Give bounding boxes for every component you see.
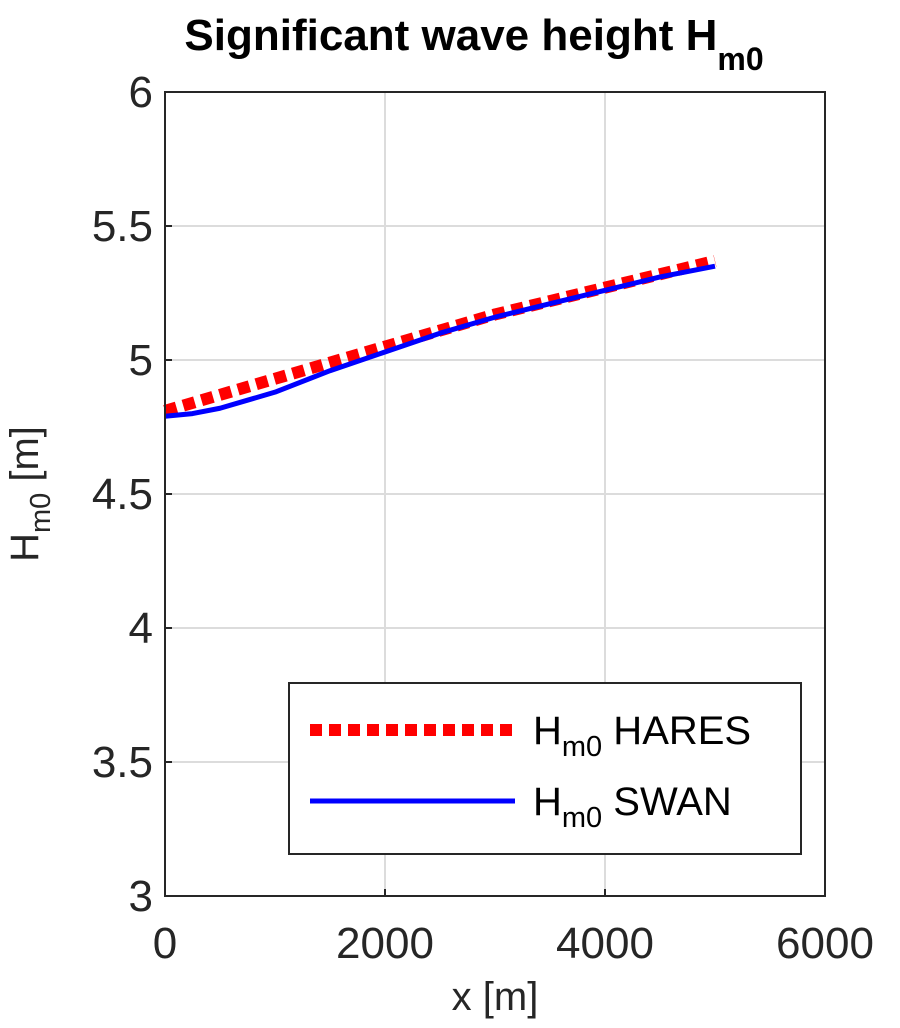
- chart-title: Significant wave height Hm0: [184, 11, 763, 77]
- y-axis-label-main: H: [3, 533, 47, 562]
- y-axis-label-subscript: m0: [25, 493, 57, 533]
- legend-box: [288, 682, 802, 855]
- y-tick-label: 5.5: [92, 202, 153, 251]
- legend-label-swan-subscript: m0: [562, 802, 602, 834]
- series-line-1: [164, 263, 716, 419]
- y-tick-label: 3.5: [92, 738, 153, 787]
- series-layer: [163, 255, 717, 419]
- legend-label-hares-subscript: m0: [562, 731, 602, 763]
- x-axis-label: x [m]: [452, 975, 539, 1019]
- y-tick-labels: 3 3.5 4 4.5 5 5.5 6: [92, 68, 172, 921]
- legend-label-swan-suffix: SWAN: [602, 780, 732, 824]
- legend: Hm0 HARES Hm0 SWAN: [288, 682, 802, 855]
- y-axis-label-unit: [m]: [3, 426, 47, 493]
- y-tick-label: 6: [129, 68, 153, 117]
- legend-label-hares-main: H: [533, 709, 562, 753]
- x-tick-label: 4000: [556, 919, 654, 968]
- y-tick-label: 4: [129, 604, 153, 653]
- legend-label-hares: Hm0 HARES: [533, 709, 751, 763]
- legend-label-swan-main: H: [533, 780, 562, 824]
- chart-title-subscript: m0: [717, 41, 763, 77]
- x-tick-label: 2000: [336, 919, 434, 968]
- y-tick-label: 5: [129, 336, 153, 385]
- chart-title-main: Significant wave height H: [184, 11, 717, 60]
- x-tick-labels: 0 2000 4000 6000: [153, 889, 874, 968]
- y-tick-label: 4.5: [92, 470, 153, 519]
- series-line-0: [163, 255, 717, 417]
- legend-label-hares-suffix: HARES: [602, 709, 751, 753]
- legend-label-swan: Hm0 SWAN: [533, 780, 732, 834]
- y-axis-label: Hm0 [m]: [3, 426, 57, 562]
- x-tick-label: 6000: [776, 919, 874, 968]
- y-tick-label: 3: [129, 872, 153, 921]
- x-tick-label: 0: [153, 919, 177, 968]
